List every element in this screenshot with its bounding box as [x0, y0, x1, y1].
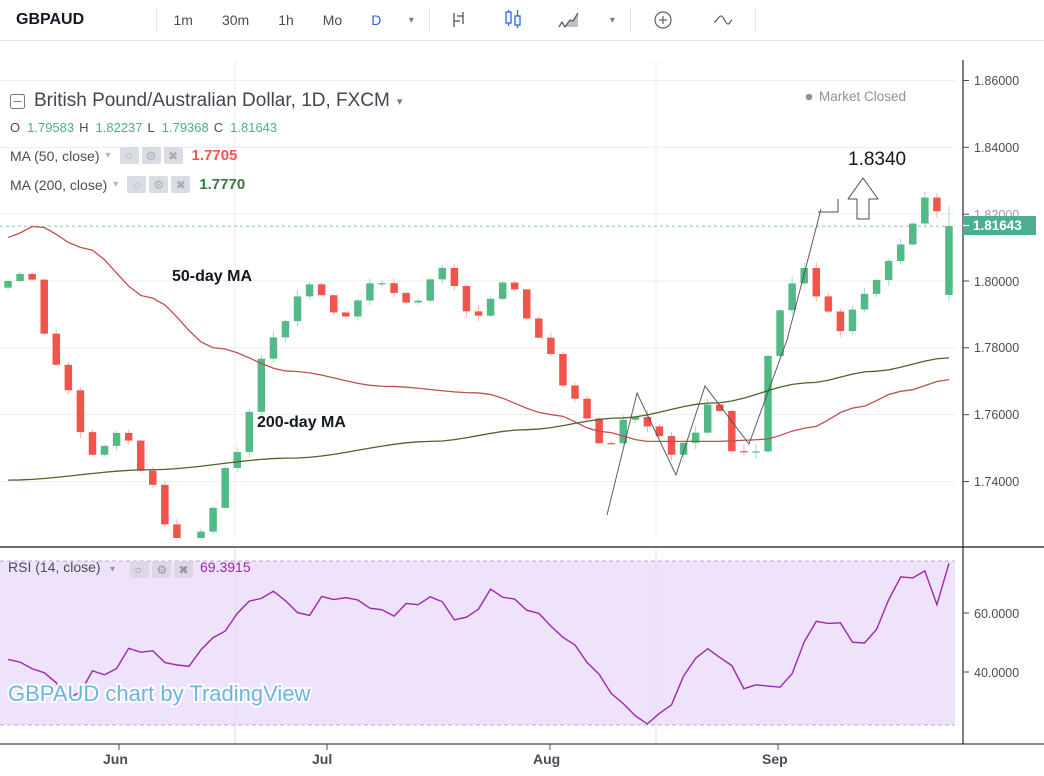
svg-text:200-day MA: 200-day MA	[257, 414, 346, 431]
svg-text:60.0000: 60.0000	[974, 607, 1019, 621]
svg-text:RSI (14, close): RSI (14, close)	[8, 559, 101, 575]
svg-text:Sep: Sep	[762, 751, 788, 767]
svg-text:1.78000: 1.78000	[974, 341, 1019, 355]
svg-text:Aug: Aug	[533, 751, 560, 767]
svg-text:1.86000: 1.86000	[974, 74, 1019, 88]
svg-text:40.0000: 40.0000	[974, 666, 1019, 680]
svg-text:⚙: ⚙	[157, 563, 168, 577]
svg-text:✖: ✖	[179, 563, 189, 577]
svg-text:69.3915: 69.3915	[200, 559, 251, 575]
svg-text:1.74000: 1.74000	[974, 475, 1019, 489]
svg-text:GBPAUD chart by TradingView: GBPAUD chart by TradingView	[8, 681, 311, 706]
svg-text:1.80000: 1.80000	[974, 275, 1019, 289]
svg-text:1.8340: 1.8340	[848, 149, 906, 170]
svg-text:Jul: Jul	[312, 751, 332, 767]
svg-text:▾: ▾	[110, 564, 115, 575]
svg-text:50-day MA: 50-day MA	[172, 268, 252, 285]
svg-text:1.81643: 1.81643	[973, 218, 1022, 233]
svg-text:1.76000: 1.76000	[974, 408, 1019, 422]
svg-text:Jun: Jun	[103, 751, 128, 767]
svg-text:○: ○	[135, 563, 142, 577]
svg-text:1.84000: 1.84000	[974, 141, 1019, 155]
svg-text:Market Closed: Market Closed	[819, 89, 906, 104]
